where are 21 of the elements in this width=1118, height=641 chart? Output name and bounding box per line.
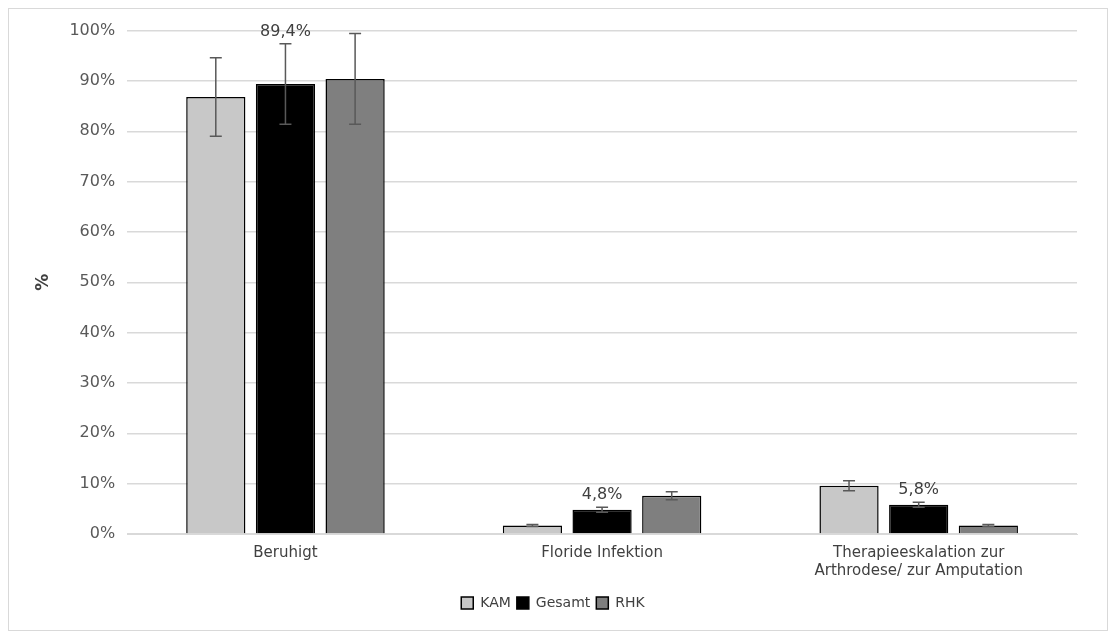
y-axis-title: %	[31, 273, 52, 291]
y-tick-label: 40%	[79, 321, 116, 341]
y-tick-label: 10%	[79, 472, 116, 492]
y-tick-label: 60%	[79, 221, 116, 241]
y-tick-label: 50%	[79, 271, 116, 291]
y-tick-label: 0%	[89, 523, 116, 543]
legend-label: KAM	[480, 593, 511, 610]
x-tick-label: Floride Infektion	[541, 542, 663, 561]
y-tick-label: 90%	[79, 70, 116, 90]
data-label: 4,8%	[581, 484, 623, 504]
x-tick-label: Therapieeskalation zur Arthrodese/ zur Amputation	[814, 542, 1023, 579]
y-tick-label: 20%	[79, 422, 116, 442]
data-label: 5,8%	[898, 479, 940, 499]
y-tick-label: 30%	[79, 372, 116, 392]
data-label: 89,4%	[260, 20, 311, 40]
legend-label: RHK	[615, 593, 646, 610]
y-tick-label: 70%	[79, 170, 116, 190]
legend-label: Gesamt	[535, 593, 591, 610]
y-tick-label: 100%	[69, 19, 116, 39]
x-tick-label: Beruhigt	[253, 542, 318, 561]
y-tick-label: 80%	[79, 120, 116, 140]
